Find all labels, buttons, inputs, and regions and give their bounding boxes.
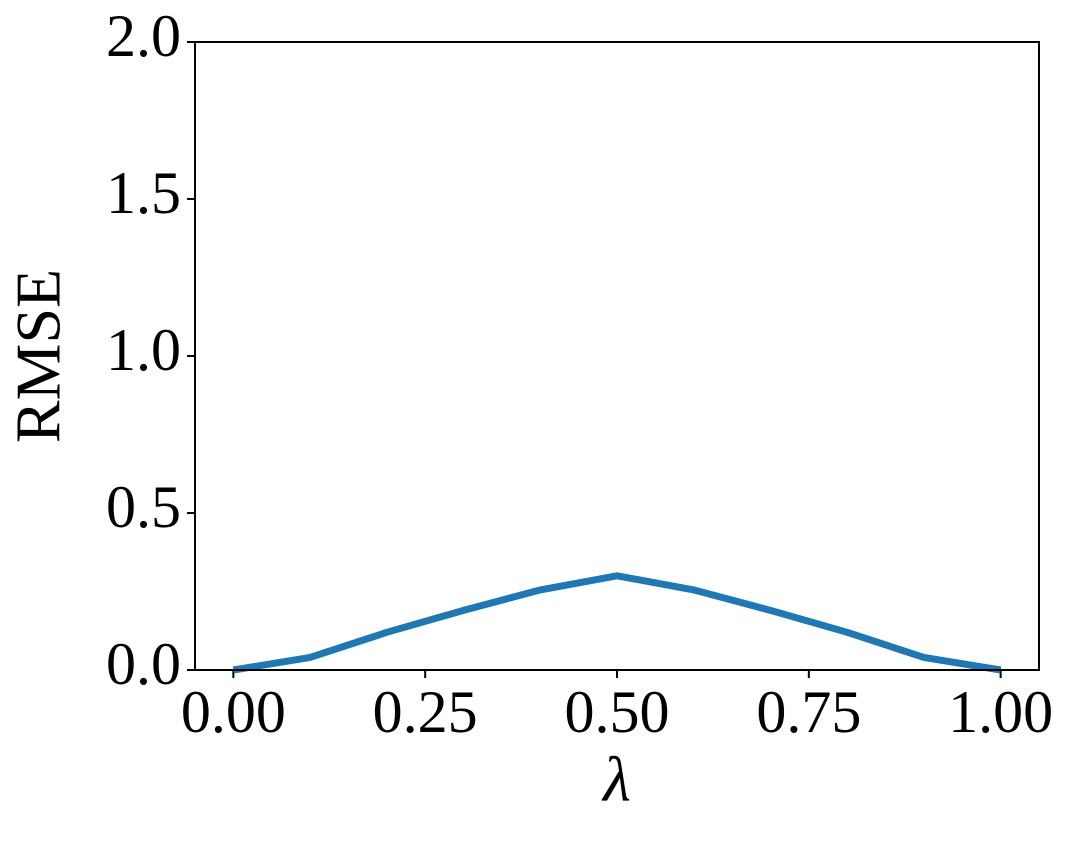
plot-frame: [194, 41, 1040, 671]
x-tick-label: 1.00: [948, 679, 1053, 745]
y-tick-label: 1.5: [106, 160, 181, 226]
y-tick-label: 0.0: [106, 631, 181, 697]
y-tick-label: 1.0: [106, 317, 181, 383]
y-axis-label: RMSE: [3, 269, 74, 443]
y-tick-label: 0.5: [106, 474, 181, 540]
x-tick-label: 0.50: [565, 679, 670, 745]
y-tick-label: 2.0: [106, 3, 181, 69]
x-tick-label: 0.00: [181, 679, 286, 745]
x-axis-label: λ: [601, 744, 631, 815]
x-tick-label: 0.75: [756, 679, 861, 745]
data-line: [232, 572, 1002, 674]
x-tick-label: 0.25: [373, 679, 478, 745]
